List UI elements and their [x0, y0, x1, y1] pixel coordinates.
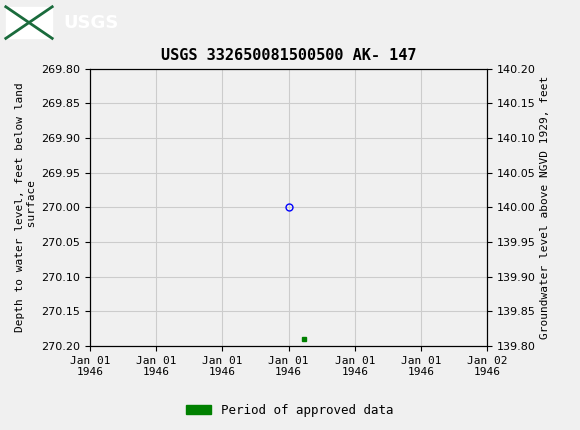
Legend: Period of approved data: Period of approved data	[181, 399, 399, 421]
FancyBboxPatch shape	[6, 7, 52, 38]
Text: USGS: USGS	[64, 14, 119, 31]
Title: USGS 332650081500500 AK- 147: USGS 332650081500500 AK- 147	[161, 49, 416, 64]
Y-axis label: Groundwater level above NGVD 1929, feet: Groundwater level above NGVD 1929, feet	[540, 76, 550, 339]
Y-axis label: Depth to water level, feet below land
 surface: Depth to water level, feet below land su…	[16, 83, 37, 332]
